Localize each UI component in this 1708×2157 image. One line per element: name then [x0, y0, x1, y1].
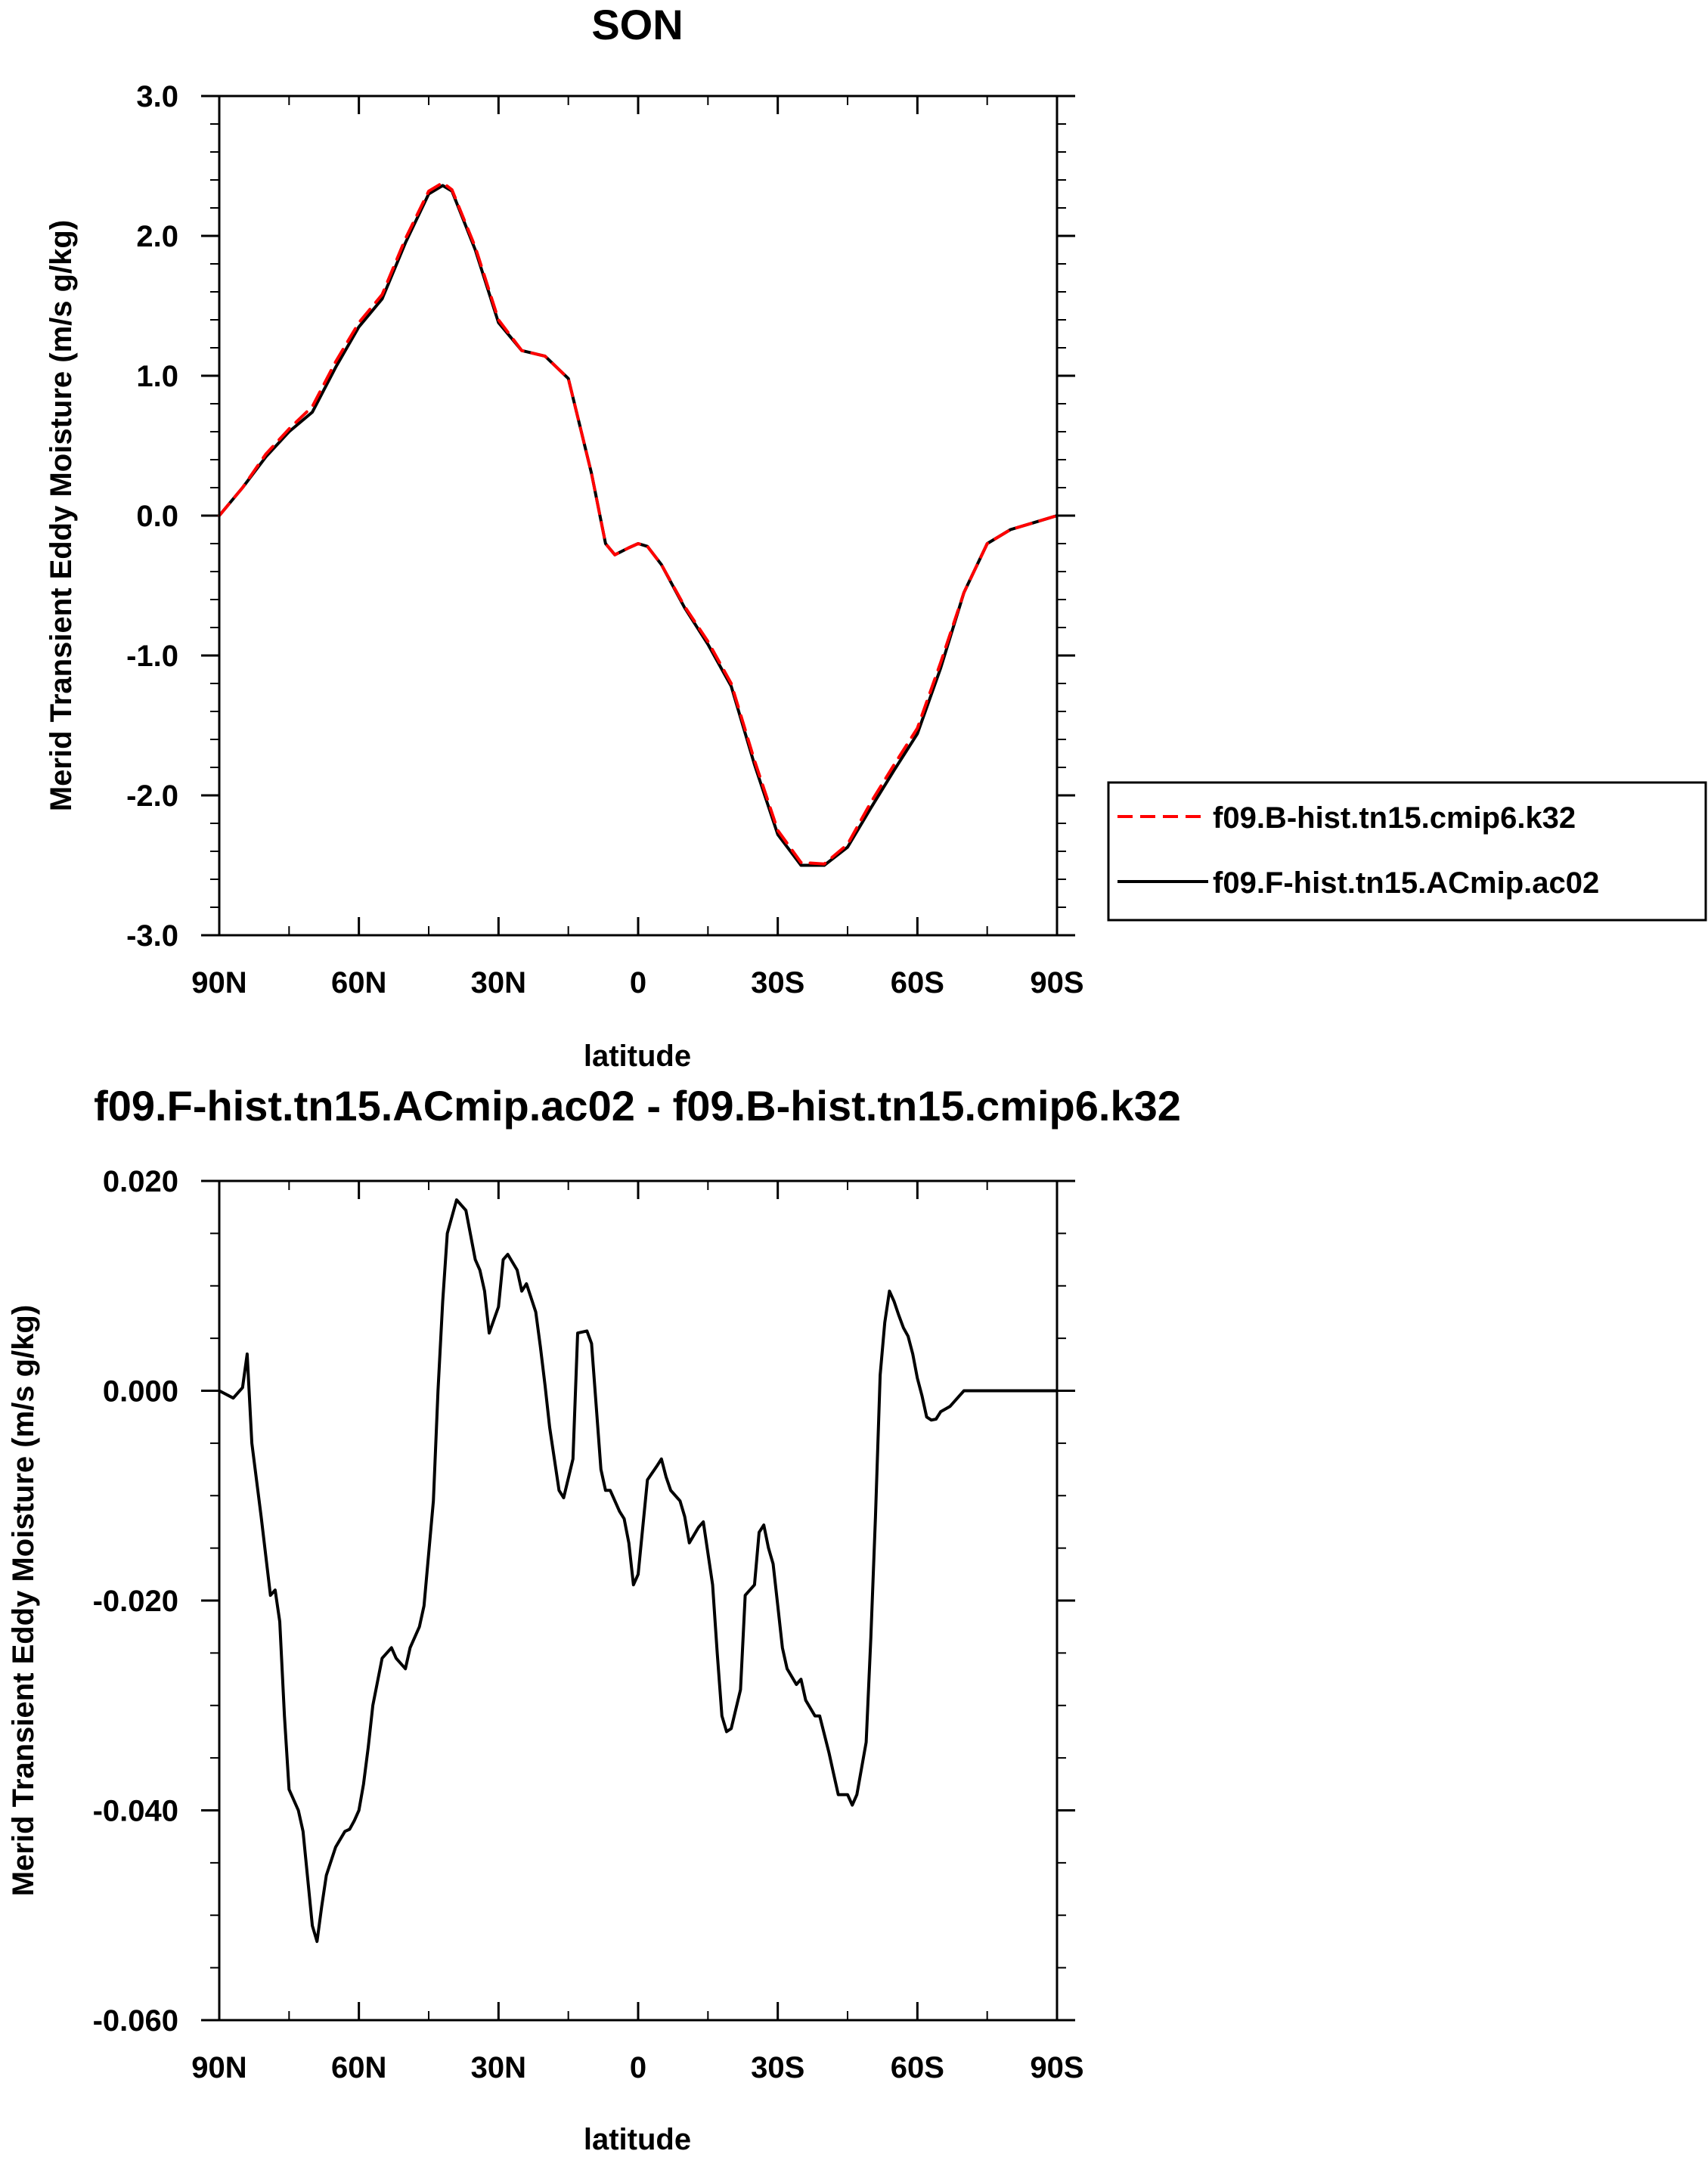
bottom-panel: f09.F-hist.tn15.ACmip.ac02 - f09.B-hist.… — [7, 1082, 1181, 2156]
y-tick-label: -0.060 — [93, 2004, 178, 2038]
legend-box — [1107, 781, 1707, 922]
x-tick-label: 60N — [331, 2051, 386, 2084]
x-tick-label: 60S — [891, 2051, 944, 2084]
y-tick-label: 3.0 — [136, 80, 178, 113]
y-tick-label: 1.0 — [136, 360, 178, 393]
y-tick-label: 2.0 — [136, 220, 178, 253]
y-tick-label: 0.020 — [103, 1165, 178, 1198]
bottom-y-axis-label: Merid Transient Eddy Moisture (m/s g/kg) — [7, 1305, 40, 1896]
series-line-b-hist — [218, 181, 1059, 866]
legend-label-b: f09.B-hist.tn15.cmip6.k32 — [1213, 801, 1576, 835]
top-panel: SON 90N 60N 30N 0 30S 60S 90S 3.0 2.0 1.0 0.0 -1.0… — [45, 1, 1707, 1073]
bottom-chart-lines — [218, 1198, 1059, 1943]
x-tick-label: 0 — [630, 2051, 646, 2084]
x-tick-label: 60N — [331, 966, 386, 999]
legend: f09.B-hist.tn15.cmip6.k32 f09.F-hist.tn1… — [1107, 781, 1707, 922]
y-tick-label: -0.040 — [93, 1795, 178, 1828]
difference-line — [218, 1198, 1059, 1943]
bottom-chart-ticks — [201, 1179, 1075, 2022]
x-tick-label: 30S — [751, 966, 804, 999]
x-tick-label: 30N — [471, 966, 526, 999]
bottom-y-tick-labels: 0.020 0.000 -0.020 -0.040 -0.060 — [93, 1165, 178, 2038]
top-x-axis-label: latitude — [584, 1040, 691, 1073]
x-tick-label: 90N — [191, 2051, 246, 2084]
x-tick-label: 30S — [751, 2051, 804, 2084]
x-tick-label: 90S — [1030, 2051, 1083, 2084]
bottom-x-tick-labels: 90N 60N 30N 0 30S 60S 90S — [191, 2051, 1083, 2084]
top-chart-title: SON — [591, 1, 683, 48]
x-tick-label: 30N — [471, 2051, 526, 2084]
x-tick-label: 90S — [1030, 966, 1083, 999]
legend-label-f: f09.F-hist.tn15.ACmip.ac02 — [1213, 866, 1599, 900]
top-chart-ticks — [201, 95, 1075, 937]
top-y-axis-label: Merid Transient Eddy Moisture (m/s g/kg) — [45, 220, 78, 811]
y-tick-label: -0.020 — [93, 1585, 178, 1618]
x-tick-label: 90N — [191, 966, 246, 999]
y-tick-label: -2.0 — [126, 779, 178, 813]
y-tick-label: -3.0 — [126, 919, 178, 953]
top-plot-frame — [218, 95, 1059, 937]
y-tick-label: -1.0 — [126, 640, 178, 673]
top-chart-lines — [218, 181, 1059, 867]
top-x-tick-labels: 90N 60N 30N 0 30S 60S 90S — [191, 966, 1083, 999]
bottom-plot-frame — [218, 1179, 1059, 2022]
y-tick-label: 0.000 — [103, 1375, 178, 1409]
y-tick-label: 0.0 — [136, 500, 178, 533]
bottom-x-axis-label: latitude — [584, 2123, 691, 2156]
bottom-chart-title: f09.F-hist.tn15.ACmip.ac02 - f09.B-hist.… — [94, 1082, 1181, 1130]
top-y-tick-labels: 3.0 2.0 1.0 0.0 -1.0 -2.0 -3.0 — [126, 80, 178, 953]
x-tick-label: 0 — [630, 966, 646, 999]
x-tick-label: 60S — [891, 966, 944, 999]
series-line-f-hist — [218, 184, 1059, 867]
